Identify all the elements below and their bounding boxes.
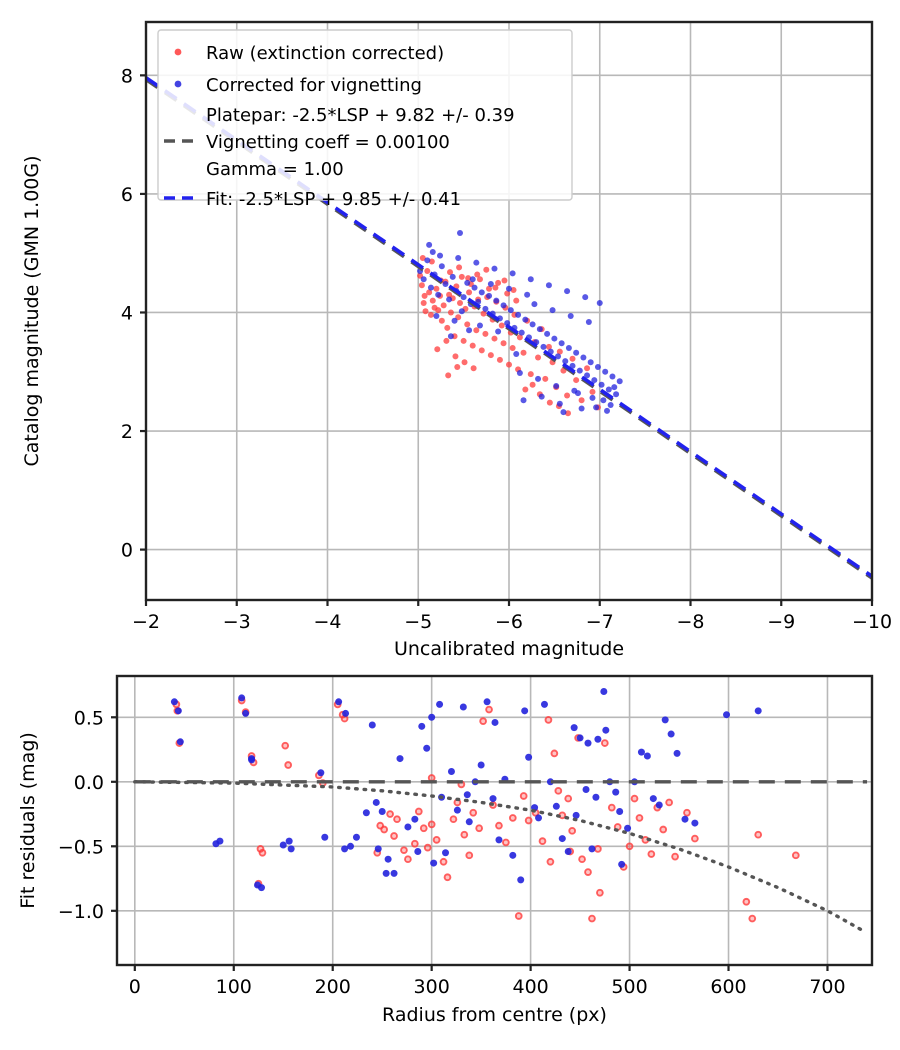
legend-entry-1: Corrected for vignetting [174, 75, 422, 96]
legend-entry-5: Fit: -2.5*LSP + 9.85 +/- 0.41 [164, 189, 461, 210]
y-tick-label: 0 [121, 540, 133, 562]
scatter-series-corrected [417, 230, 623, 416]
x-axis-label: Uncalibrated magnitude [394, 638, 624, 660]
legend-entry-0: Raw (extinction corrected) [174, 43, 444, 64]
reference-lines [133, 780, 868, 932]
y-tick-label: 8 [121, 65, 133, 87]
axis-frame [115, 674, 874, 967]
y-tick-label: 4 [121, 302, 133, 324]
x-tick-label: 200 [315, 976, 351, 998]
y-tick-label: 6 [121, 184, 133, 206]
legend-label: Vignetting coeff = 0.00100 [206, 132, 450, 153]
legend-label: Gamma = 1.00 [206, 159, 344, 180]
legend-marker-dot [174, 48, 182, 56]
x-tick-label: −10 [852, 611, 892, 633]
legend-label: Corrected for vignetting [206, 75, 422, 96]
x-tick-label: 0 [129, 976, 141, 998]
x-tick-label: −9 [767, 611, 795, 633]
legend-marker-dot [174, 80, 182, 88]
x-tick-label: 100 [216, 976, 252, 998]
x-tick-label: 600 [710, 976, 746, 998]
photometric-calibration-chart: −2 −3 −4 −5 −6 −7 −8 −9 −10 0 2 4 6 8 Uncalibrated mag… [21, 20, 892, 660]
y-tick-label: −1.0 [58, 901, 104, 923]
legend-entry-2: Platepar: -2.5*LSP + 9.82 +/- 0.39 [206, 105, 515, 126]
legend-label: Platepar: -2.5*LSP + 9.82 +/- 0.39 [206, 105, 515, 126]
y-tick-label: 0.0 [74, 772, 104, 794]
x-tick-label: 500 [611, 976, 647, 998]
x-axis-label: Radius from centre (px) [382, 1004, 607, 1026]
legend-entry-3: Vignetting coeff = 0.00100 [164, 132, 450, 153]
y-axis-label: Fit residuals (mag) [17, 732, 39, 909]
x-tick-label: −5 [404, 611, 432, 633]
line-vignetting-curve [133, 780, 864, 932]
y-tick-label: 2 [121, 421, 133, 443]
photometric-calibration-panel: −2 −3 −4 −5 −6 −7 −8 −9 −10 0 2 4 6 8 Uncalibrated mag… [21, 20, 892, 660]
x-tick-label: 700 [809, 976, 845, 998]
scatter-series-raw [417, 254, 601, 417]
fit-residuals-chart: 0 100 200 300 400 500 600 700 0.5 0.0 −0.5 −1.0 Radi… [17, 674, 874, 1026]
legend-entry-4: Gamma = 1.00 [206, 159, 344, 180]
x-tick-label: −3 [223, 611, 251, 633]
grid-lines [117, 676, 872, 965]
tick-marks: 0 100 200 300 400 500 600 700 0.5 0.0 −0.5 −1.0 [58, 707, 846, 998]
x-tick-label: −6 [495, 611, 523, 633]
y-tick-label: −0.5 [58, 836, 104, 858]
y-axis-label: Catalog magnitude (GMN 1.00G) [21, 155, 43, 466]
tick-marks: −2 −3 −4 −5 −6 −7 −8 −9 −10 0 2 4 6 8 [121, 65, 892, 633]
legend-label: Raw (extinction corrected) [206, 43, 444, 64]
x-tick-label: −4 [313, 611, 341, 633]
legend: Raw (extinction corrected) Corrected for … [157, 29, 573, 210]
fit-residuals-panel: 0 100 200 300 400 500 600 700 0.5 0.0 −0.5 −1.0 Radi… [0, 660, 900, 1050]
x-tick-label: −2 [132, 611, 160, 633]
x-tick-label: −7 [586, 611, 614, 633]
y-tick-label: 0.5 [74, 707, 104, 729]
x-tick-label: 400 [512, 976, 548, 998]
x-tick-label: 300 [414, 976, 450, 998]
x-tick-label: −8 [676, 611, 704, 633]
legend-label: Fit: -2.5*LSP + 9.85 +/- 0.41 [206, 189, 461, 210]
